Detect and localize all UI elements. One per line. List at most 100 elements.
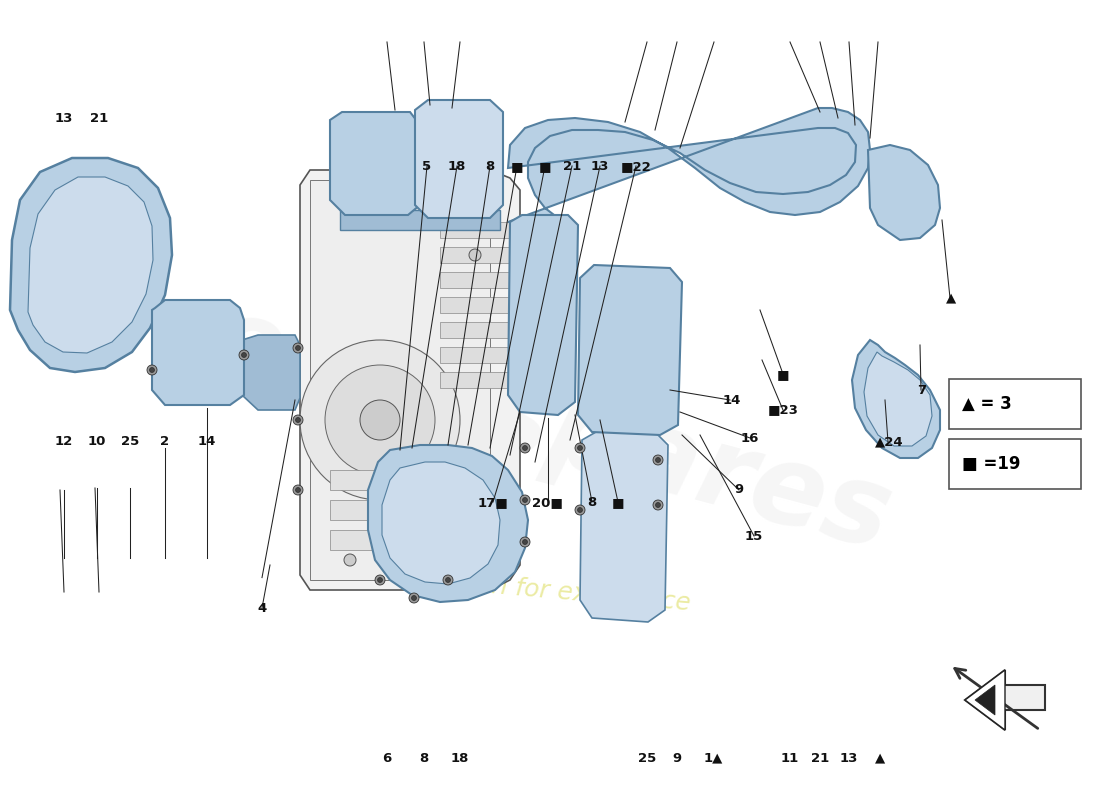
Circle shape: [469, 209, 481, 221]
Text: 21: 21: [812, 752, 829, 765]
Polygon shape: [340, 210, 500, 230]
Polygon shape: [965, 670, 1005, 730]
Polygon shape: [965, 670, 1045, 730]
Circle shape: [377, 578, 383, 582]
Text: ■: ■: [777, 368, 790, 381]
Text: 8: 8: [419, 752, 428, 765]
Circle shape: [653, 500, 663, 510]
Polygon shape: [578, 265, 682, 435]
Circle shape: [344, 554, 356, 566]
Circle shape: [575, 443, 585, 453]
Polygon shape: [28, 177, 153, 353]
Text: ■23: ■23: [768, 403, 799, 416]
Text: ■22: ■22: [620, 160, 651, 173]
Circle shape: [520, 443, 530, 453]
Text: 18: 18: [448, 160, 465, 173]
Polygon shape: [415, 100, 503, 218]
Circle shape: [578, 446, 583, 450]
Text: 8: 8: [485, 160, 494, 173]
Circle shape: [150, 367, 154, 373]
Polygon shape: [864, 352, 932, 446]
Circle shape: [522, 539, 528, 545]
Text: 20■: 20■: [532, 496, 563, 509]
Circle shape: [296, 487, 300, 493]
Text: 10: 10: [88, 435, 106, 448]
Circle shape: [375, 575, 385, 585]
Text: 13: 13: [840, 752, 858, 765]
Circle shape: [293, 415, 303, 425]
Text: 7: 7: [917, 384, 926, 397]
Text: ▲ = 3: ▲ = 3: [962, 395, 1012, 413]
Text: 9: 9: [735, 483, 744, 496]
Circle shape: [296, 418, 300, 422]
Polygon shape: [440, 372, 515, 388]
Polygon shape: [868, 145, 940, 240]
Text: ■: ■: [612, 496, 625, 509]
Polygon shape: [440, 222, 515, 238]
Circle shape: [522, 498, 528, 502]
Text: 6: 6: [383, 752, 392, 765]
Polygon shape: [852, 340, 940, 458]
Polygon shape: [508, 215, 578, 415]
Text: 1▲: 1▲: [703, 752, 723, 765]
Circle shape: [653, 455, 663, 465]
Text: 11: 11: [781, 752, 799, 765]
Text: 18: 18: [451, 752, 469, 765]
Polygon shape: [368, 445, 528, 602]
Text: ▲24: ▲24: [874, 435, 903, 448]
Circle shape: [242, 353, 246, 358]
Polygon shape: [382, 462, 500, 584]
Text: 15: 15: [745, 530, 762, 542]
Text: 9: 9: [672, 752, 681, 765]
Circle shape: [575, 505, 585, 515]
Text: eurospares: eurospares: [197, 287, 903, 573]
Circle shape: [578, 507, 583, 513]
Polygon shape: [440, 297, 515, 313]
Circle shape: [296, 346, 300, 350]
Text: 12: 12: [55, 435, 73, 448]
Circle shape: [469, 249, 481, 261]
Circle shape: [409, 593, 419, 603]
Polygon shape: [330, 112, 420, 215]
Polygon shape: [300, 170, 520, 590]
Circle shape: [520, 537, 530, 547]
Circle shape: [443, 575, 453, 585]
Text: 21: 21: [563, 160, 581, 173]
Circle shape: [239, 350, 249, 360]
Circle shape: [360, 400, 400, 440]
Text: 17■: 17■: [477, 496, 508, 509]
Circle shape: [411, 595, 417, 601]
Polygon shape: [310, 180, 490, 580]
Polygon shape: [440, 272, 515, 288]
Text: 2: 2: [161, 435, 169, 448]
Text: 13: 13: [591, 160, 608, 173]
Circle shape: [324, 365, 435, 475]
Polygon shape: [330, 470, 490, 490]
Text: 5: 5: [422, 160, 431, 173]
Polygon shape: [440, 322, 515, 338]
Circle shape: [520, 495, 530, 505]
Polygon shape: [152, 300, 244, 405]
Circle shape: [293, 485, 303, 495]
Circle shape: [293, 343, 303, 353]
Text: 25: 25: [638, 752, 656, 765]
Circle shape: [656, 458, 660, 462]
FancyBboxPatch shape: [949, 439, 1081, 489]
Text: ▲: ▲: [946, 291, 957, 304]
Circle shape: [522, 446, 528, 450]
Polygon shape: [580, 432, 668, 622]
Polygon shape: [440, 347, 515, 363]
Text: a passion for excellence: a passion for excellence: [388, 565, 692, 615]
Text: 16: 16: [741, 432, 759, 445]
Polygon shape: [330, 500, 490, 520]
Circle shape: [147, 365, 157, 375]
Text: ■: ■: [510, 160, 524, 173]
Text: ■ =19: ■ =19: [962, 455, 1021, 473]
Text: 14: 14: [723, 394, 740, 406]
FancyBboxPatch shape: [949, 379, 1081, 429]
Text: 21: 21: [90, 112, 108, 125]
Circle shape: [656, 502, 660, 507]
Text: 25: 25: [121, 435, 139, 448]
Text: ▲: ▲: [874, 752, 886, 765]
Circle shape: [300, 340, 460, 500]
